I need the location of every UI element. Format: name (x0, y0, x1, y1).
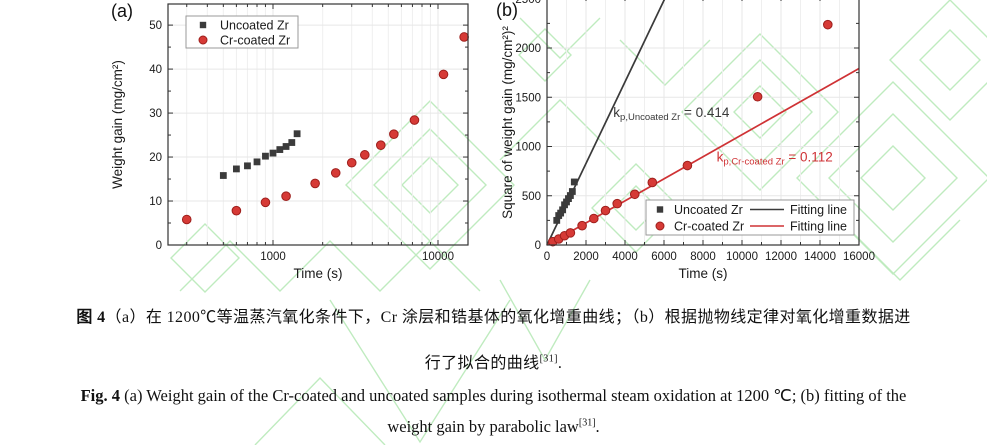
svg-text:10000: 10000 (422, 251, 454, 263)
fit-line (546, 67, 860, 246)
data-point (231, 205, 242, 216)
data-point (269, 149, 277, 157)
legend-label: Uncoated Zr (674, 203, 743, 217)
data-point (310, 178, 320, 189)
svg-text:0: 0 (156, 240, 162, 252)
data-point (612, 198, 623, 209)
svg-text:2000: 2000 (573, 251, 599, 263)
x-axis-label: Time (s) (679, 266, 728, 281)
legend-label: Uncoated Zr (220, 18, 289, 32)
legend-square-marker (199, 21, 207, 29)
data-point (359, 150, 370, 160)
legend-label: Cr-coated Zr (674, 219, 744, 233)
data-point (389, 129, 399, 139)
data-point (375, 140, 386, 150)
y-axis-label: Square of weight gain (mg/cm²)² (500, 26, 515, 219)
legend-label: Fitting line (790, 219, 847, 233)
svg-text:40: 40 (149, 64, 162, 76)
svg-text:1500: 1500 (515, 92, 541, 104)
data-point (260, 197, 271, 208)
data-point (346, 157, 357, 168)
axis-ticks (168, 4, 468, 246)
svg-text:16000: 16000 (843, 251, 875, 263)
svg-text:0: 0 (544, 251, 550, 263)
svg-text:8000: 8000 (690, 251, 716, 263)
tick-labels: 0 2000 4000 6000 8000 10000 12000 14000 16000 0 50… (515, 0, 875, 263)
legend-label: Fitting line (790, 203, 847, 217)
data-point (288, 139, 296, 146)
data-point (181, 214, 192, 225)
data-point (647, 177, 658, 188)
data-point (232, 165, 240, 173)
data-point (600, 205, 611, 216)
data-point (559, 206, 566, 214)
svg-text:1000: 1000 (515, 142, 541, 154)
svg-text:2000: 2000 (515, 43, 541, 55)
svg-text:500: 500 (522, 191, 541, 203)
svg-text:10000: 10000 (726, 251, 758, 263)
panel-a-label: (a) (111, 1, 133, 21)
series-cr-coated-zr (181, 32, 469, 225)
tick-labels: 1000 10000 0 10 20 30 40 50 (149, 20, 454, 263)
legend-circle-marker (655, 221, 665, 231)
data-point (568, 188, 576, 195)
svg-text:14000: 14000 (804, 251, 836, 263)
legend-square-marker (656, 206, 664, 213)
y-axis-label: Weight gain (mg/cm²) (110, 60, 125, 189)
data-point (262, 152, 269, 160)
svg-text:30: 30 (149, 108, 162, 120)
data-point (570, 178, 578, 186)
chart-a: 1000 10000 0 10 20 30 40 50 Time (s) Weight gain … (110, 3, 469, 281)
data-point (553, 216, 561, 224)
legend: Uncoated Zr Fitting line Cr-coated Zr Fitti… (645, 199, 855, 236)
data-point (565, 228, 576, 238)
data-point (409, 115, 420, 125)
legend-label: Cr-coated Zr (220, 33, 290, 47)
data-point (244, 162, 251, 170)
data-point (752, 91, 763, 102)
svg-text:10: 10 (149, 196, 162, 208)
data-point (253, 158, 261, 166)
data-point (629, 189, 640, 200)
data-point (282, 143, 290, 150)
watermark-shapes (170, 0, 987, 445)
data-point (219, 172, 227, 179)
data-point (330, 168, 341, 178)
series-uncoated-zr (553, 178, 578, 224)
data-point (293, 130, 301, 138)
data-point (567, 192, 574, 199)
series-cr-coated-zr (548, 19, 833, 247)
svg-text:0: 0 (535, 240, 541, 252)
series-uncoated-zr (219, 130, 301, 179)
data-point (682, 160, 693, 171)
svg-text:1000: 1000 (260, 251, 286, 263)
kp-annotation: kp,Cr-coated Zr = 0.112 (717, 149, 833, 167)
data-point (589, 213, 599, 224)
data-point (577, 220, 587, 231)
x-axis-label: Time (s) (294, 266, 343, 281)
panel-b-label: (b) (496, 0, 518, 20)
data-point (823, 19, 833, 30)
plot-frame (167, 3, 469, 246)
data-point (438, 69, 449, 80)
chart-b: 0 2000 4000 6000 8000 10000 12000 14000 16000 0 50… (500, 0, 875, 281)
axis-ticks (546, 0, 860, 246)
svg-text:4000: 4000 (612, 251, 638, 263)
data-point (276, 146, 284, 153)
data-point (281, 191, 291, 201)
legend-circle-marker (198, 35, 208, 45)
svg-text:6000: 6000 (651, 251, 677, 263)
kp-annotation: kp,Uncoated Zr = 0.414 (613, 105, 730, 123)
svg-text:20: 20 (149, 152, 162, 164)
svg-text:12000: 12000 (765, 251, 797, 263)
svg-text:50: 50 (149, 20, 162, 32)
svg-text:2500: 2500 (515, 0, 541, 6)
data-point (459, 32, 469, 42)
